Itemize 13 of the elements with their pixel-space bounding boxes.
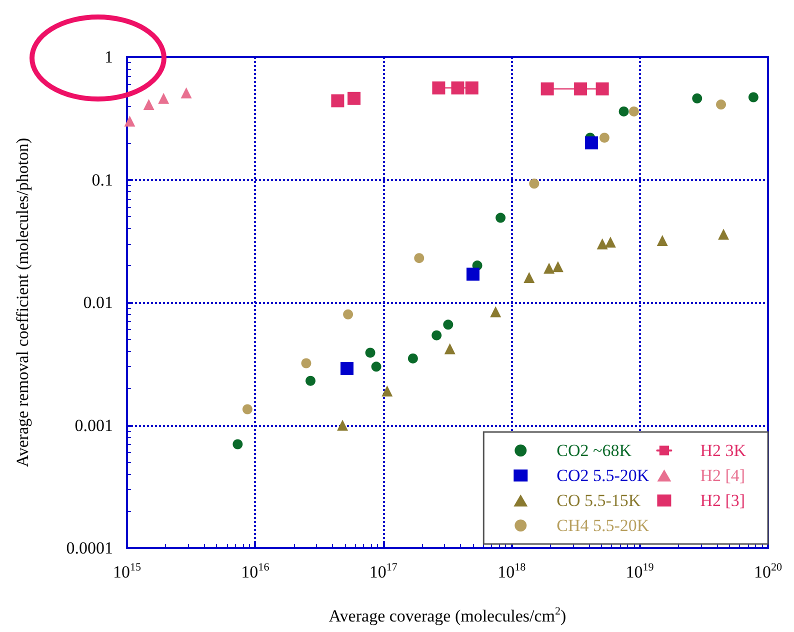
legend-label: H2 [3]: [700, 491, 746, 510]
legend-label: CO2 5.5-20K: [556, 466, 650, 485]
y-tick-label: 1: [104, 48, 113, 66]
y-tick-label: 0.01: [83, 293, 113, 312]
y-tick-label: 0.0001: [66, 538, 113, 558]
y-tick-label: 0.1: [92, 170, 113, 190]
legend-label: H2 [4]: [700, 466, 746, 485]
legend-label: H2 3K: [700, 441, 747, 460]
legend-label: CO 5.5-15K: [556, 491, 642, 510]
legend-label: CO2 ~68K: [556, 441, 632, 460]
y-axis-title: Average removal coefficient (molecules/photon): [13, 138, 32, 468]
legend-label: CH4 5.5-20K: [556, 516, 650, 535]
y-tick-label: 0.001: [74, 416, 113, 435]
